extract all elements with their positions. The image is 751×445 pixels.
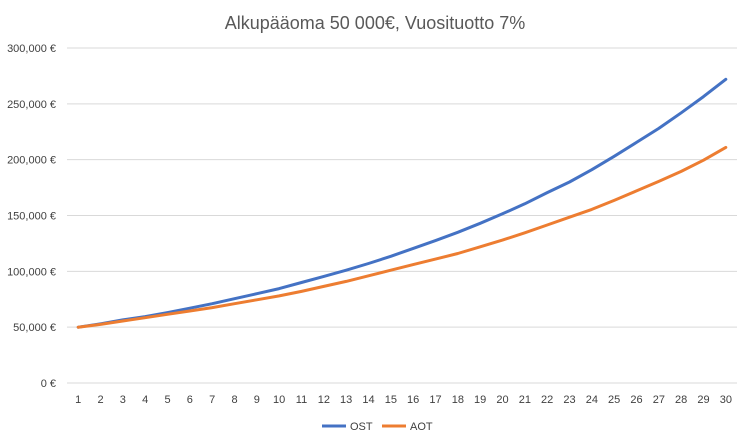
x-tick-label: 29 [697, 394, 709, 406]
x-tick-label: 5 [164, 394, 170, 406]
y-tick-label: 150,000 € [7, 211, 56, 223]
series-line-ost [76, 77, 728, 329]
x-tick-label: 22 [541, 394, 553, 406]
legend: OST AOT [322, 421, 433, 433]
y-axis-tick-labels: 0 € 50,000 € 100,000 € 150,000 € 200,000 € 25… [7, 43, 56, 390]
y-tick-label: 300,000 € [7, 43, 56, 55]
x-tick-label: 21 [519, 394, 531, 406]
x-tick-label: 27 [653, 394, 665, 406]
x-tick-label: 4 [142, 394, 148, 406]
x-tick-label: 2 [97, 394, 103, 406]
x-tick-label: 25 [608, 394, 620, 406]
x-tick-label: 15 [385, 394, 397, 406]
y-tick-label: 0 € [41, 378, 56, 390]
x-tick-label: 17 [429, 394, 441, 406]
chart-title: Alkupääoma 50 000€, Vuosituotto 7% [225, 13, 526, 33]
gridlines [67, 47, 737, 384]
y-tick-label: 50,000 € [13, 322, 56, 334]
x-tick-label: 16 [407, 394, 419, 406]
x-tick-label: 19 [474, 394, 486, 406]
x-tick-label: 20 [496, 394, 508, 406]
x-tick-label: 1 [75, 394, 81, 406]
x-tick-label: 18 [452, 394, 464, 406]
x-tick-label: 8 [231, 394, 237, 406]
series-lines [76, 77, 728, 329]
x-tick-label: 9 [254, 394, 260, 406]
y-tick-label: 100,000 € [7, 266, 56, 278]
legend-label-aot: AOT [410, 421, 433, 433]
x-axis-tick-labels: 1 2 3 4 5 6 7 8 9 10 11 12 13 14 15 16 17 18 19 20 21 22 23 24 2… [75, 394, 732, 406]
x-tick-label: 26 [630, 394, 642, 406]
x-tick-label: 7 [209, 394, 215, 406]
x-tick-label: 10 [273, 394, 285, 406]
x-tick-label: 11 [296, 394, 307, 406]
x-tick-label: 24 [586, 394, 598, 406]
x-tick-label: 30 [720, 394, 732, 406]
x-tick-label: 14 [362, 394, 374, 406]
y-tick-label: 250,000 € [7, 99, 56, 111]
x-tick-label: 28 [675, 394, 687, 406]
series-line-aot [76, 145, 728, 329]
x-tick-label: 13 [340, 394, 352, 406]
x-tick-label: 6 [187, 394, 193, 406]
legend-label-ost: OST [350, 421, 373, 433]
x-tick-label: 3 [120, 394, 126, 406]
y-tick-label: 200,000 € [7, 155, 56, 167]
x-tick-label: 12 [318, 394, 330, 406]
x-tick-label: 23 [563, 394, 575, 406]
